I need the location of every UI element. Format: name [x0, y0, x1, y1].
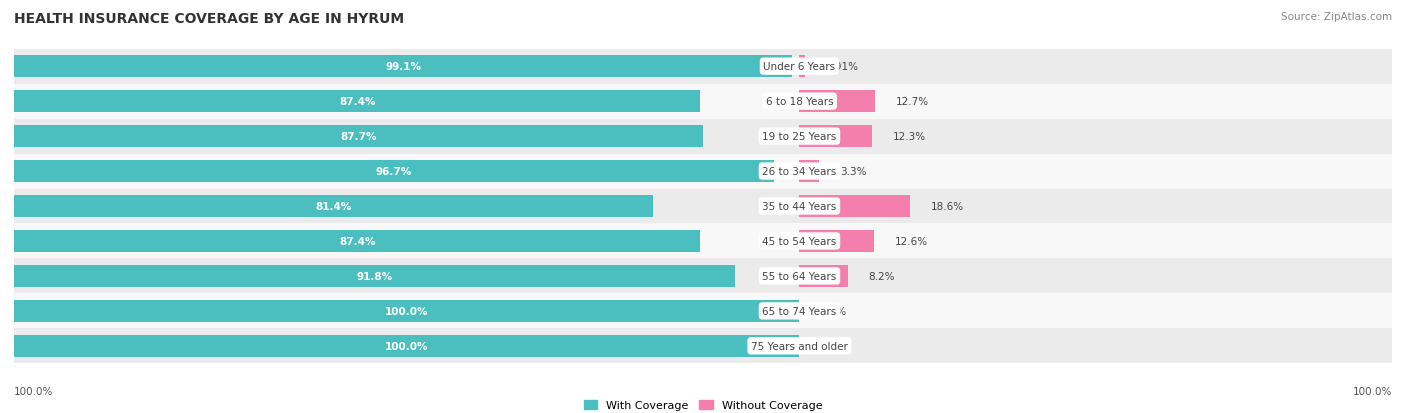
- Text: 12.6%: 12.6%: [894, 236, 928, 247]
- Text: 12.3%: 12.3%: [893, 132, 927, 142]
- Bar: [14, 230, 700, 252]
- Bar: [14, 329, 1392, 363]
- Bar: [14, 294, 1392, 329]
- Text: 87.4%: 87.4%: [339, 236, 375, 247]
- Text: 0.91%: 0.91%: [825, 62, 859, 72]
- Bar: [14, 91, 700, 113]
- Bar: [14, 259, 1392, 294]
- Bar: [800, 230, 875, 252]
- Text: 26 to 34 Years: 26 to 34 Years: [762, 166, 837, 177]
- Text: 19 to 25 Years: 19 to 25 Years: [762, 132, 837, 142]
- Bar: [14, 224, 1392, 259]
- Text: 100.0%: 100.0%: [14, 387, 53, 396]
- Text: 87.4%: 87.4%: [339, 97, 375, 107]
- Text: 3.3%: 3.3%: [839, 166, 866, 177]
- Bar: [800, 126, 872, 147]
- Text: 87.7%: 87.7%: [340, 132, 377, 142]
- Bar: [800, 56, 804, 78]
- Bar: [14, 189, 1392, 224]
- Bar: [14, 119, 1392, 154]
- Text: 0.0%: 0.0%: [820, 341, 846, 351]
- Text: Source: ZipAtlas.com: Source: ZipAtlas.com: [1281, 12, 1392, 22]
- Text: 81.4%: 81.4%: [315, 202, 352, 211]
- Text: 18.6%: 18.6%: [931, 202, 963, 211]
- Text: 91.8%: 91.8%: [357, 271, 392, 281]
- Text: 100.0%: 100.0%: [385, 306, 429, 316]
- Text: 0.0%: 0.0%: [820, 306, 846, 316]
- Text: 55 to 64 Years: 55 to 64 Years: [762, 271, 837, 281]
- Bar: [14, 154, 1392, 189]
- Bar: [800, 161, 820, 183]
- Text: HEALTH INSURANCE COVERAGE BY AGE IN HYRUM: HEALTH INSURANCE COVERAGE BY AGE IN HYRU…: [14, 12, 404, 26]
- Bar: [14, 300, 800, 322]
- Bar: [14, 56, 793, 78]
- Bar: [800, 266, 848, 287]
- Bar: [14, 161, 773, 183]
- Legend: With Coverage, Without Coverage: With Coverage, Without Coverage: [579, 395, 827, 413]
- Text: 8.2%: 8.2%: [869, 271, 896, 281]
- Bar: [14, 266, 735, 287]
- Text: 6 to 18 Years: 6 to 18 Years: [766, 97, 834, 107]
- Text: 35 to 44 Years: 35 to 44 Years: [762, 202, 837, 211]
- Text: 96.7%: 96.7%: [375, 166, 412, 177]
- Bar: [800, 91, 875, 113]
- Text: Under 6 Years: Under 6 Years: [763, 62, 835, 72]
- Text: 100.0%: 100.0%: [385, 341, 429, 351]
- Text: 65 to 74 Years: 65 to 74 Years: [762, 306, 837, 316]
- Bar: [14, 335, 800, 357]
- Text: 12.7%: 12.7%: [896, 97, 928, 107]
- Text: 100.0%: 100.0%: [1353, 387, 1392, 396]
- Bar: [800, 196, 910, 217]
- Bar: [14, 196, 654, 217]
- Text: 45 to 54 Years: 45 to 54 Years: [762, 236, 837, 247]
- Text: 75 Years and older: 75 Years and older: [751, 341, 848, 351]
- Bar: [14, 126, 703, 147]
- Bar: [14, 50, 1392, 84]
- Bar: [14, 84, 1392, 119]
- Text: 99.1%: 99.1%: [385, 62, 422, 72]
